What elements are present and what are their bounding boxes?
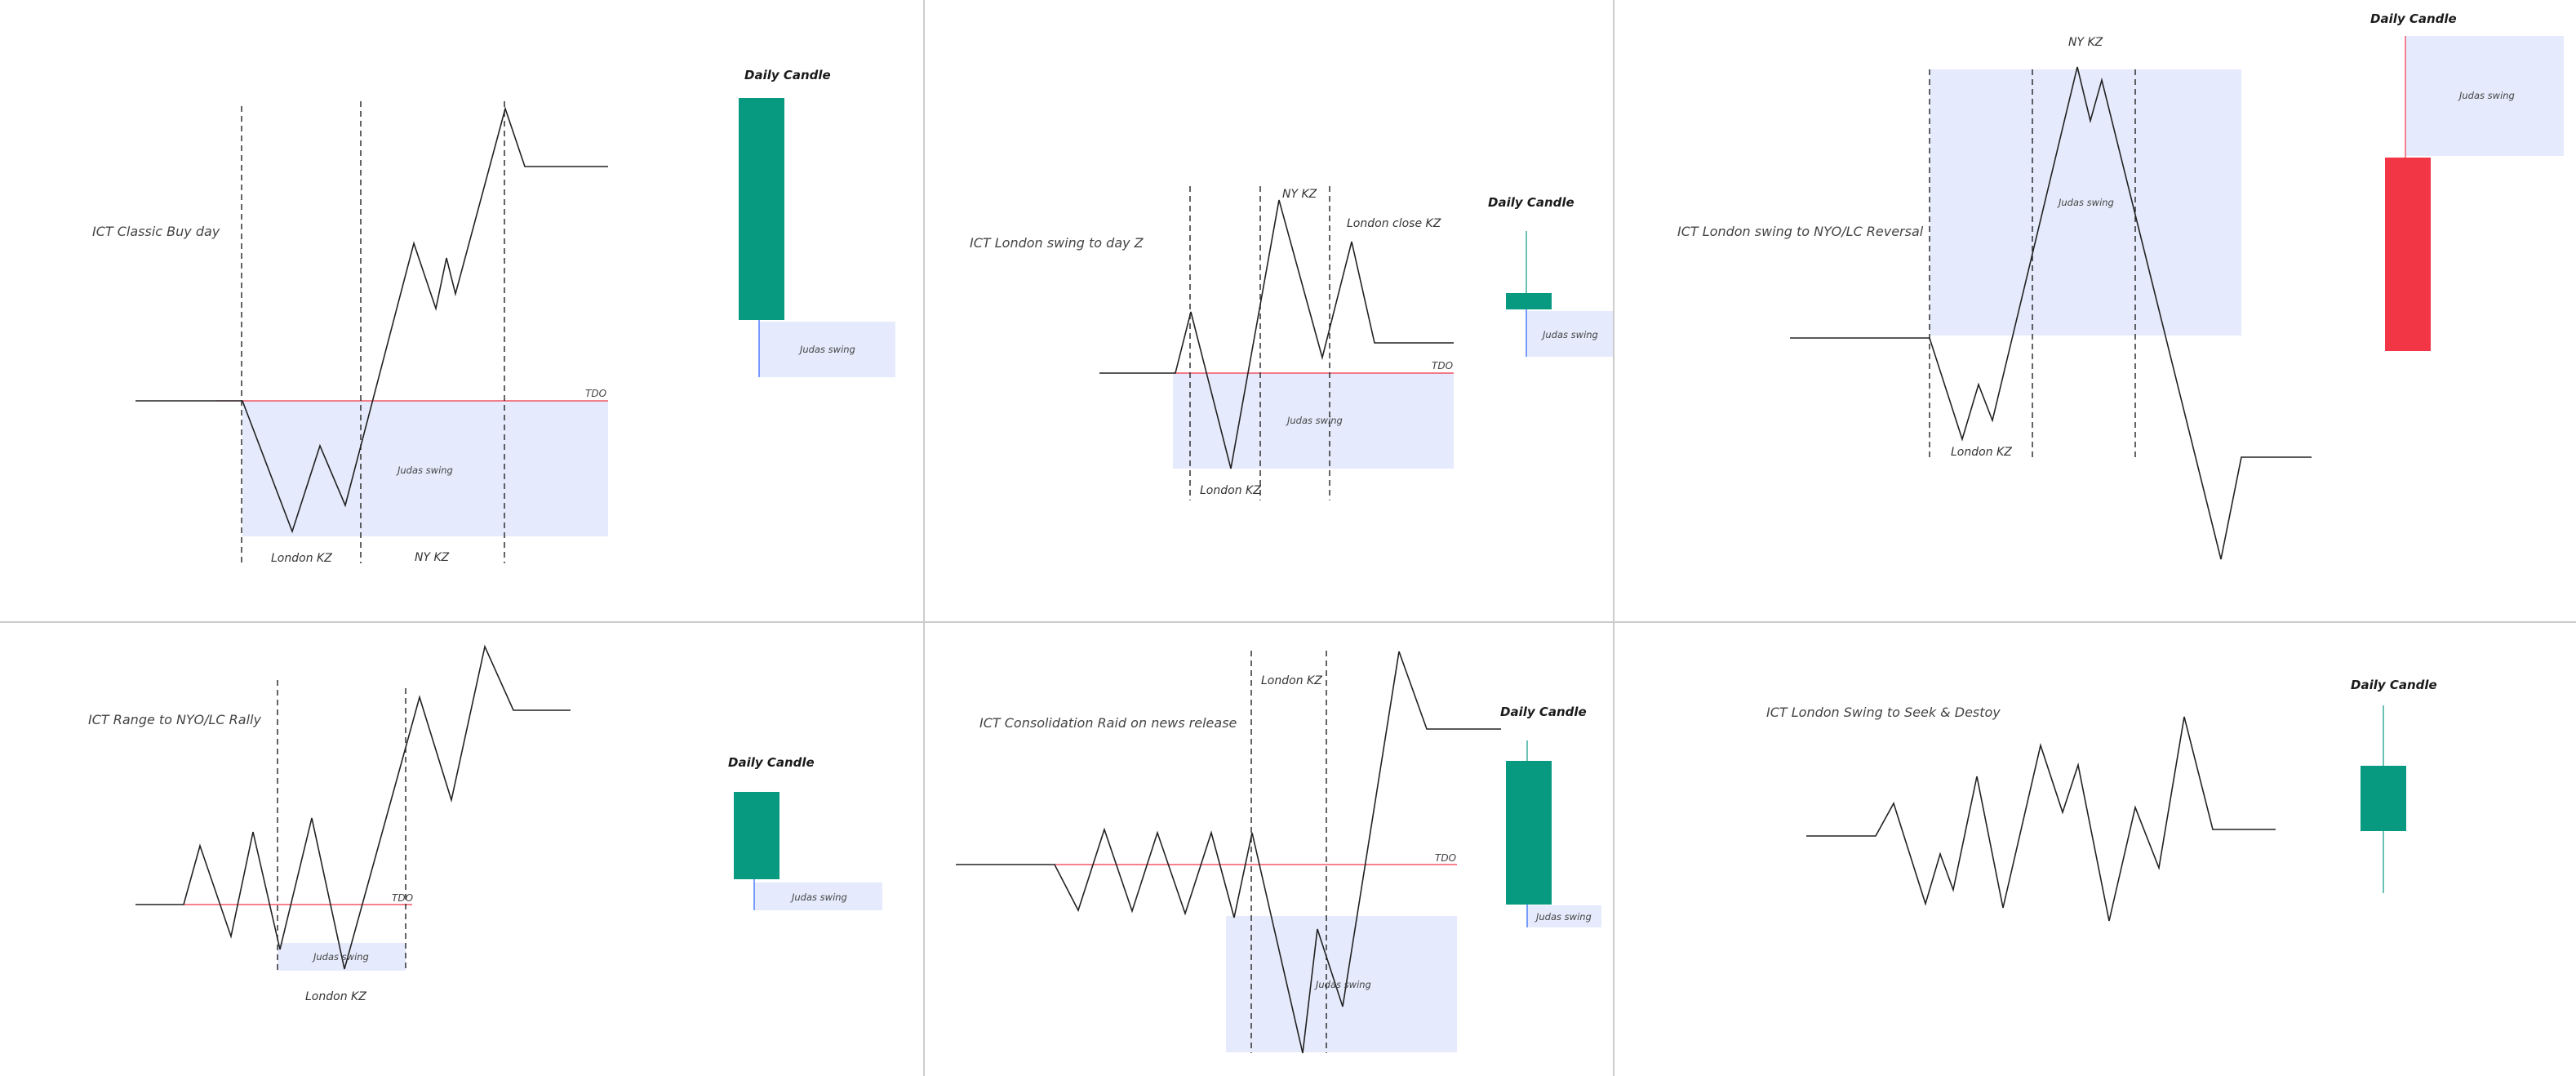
tdo-label: TDO [1435,852,1456,864]
candle-judas-label: Judas swing [790,891,847,903]
bull-candle-body [1506,293,1552,309]
panel-london-swing-day-z: ICT London swing to day Z TDO Judas swin… [970,186,1613,500]
daily-candle: Daily Candle Judas swing [1500,705,1601,927]
killzone-label-london: London KZ [305,990,366,1003]
judas-swing-label: Judas swing [312,951,369,963]
killzone-label-ny: NY KZ [415,551,450,564]
panel-london-swing-seek-destroy: ICT London Swing to Seek & Destoy Daily … [1766,678,2437,921]
candle-judas-label: Judas swing [798,344,855,355]
judas-swing-label: Judas swing [396,465,453,476]
judas-swing-label: Judas swing [2057,197,2114,208]
bull-candle-body [734,792,779,879]
daily-candle: Daily Candle Judas swing [2370,11,2564,351]
daily-candle-label: Daily Candle [744,68,831,82]
panel-title: ICT Range to NYO/LC Rally [88,712,261,727]
bull-candle-body [2361,766,2406,831]
killzone-label-london-close: London close KZ [1347,217,1441,230]
daily-candle: Daily Candle Judas swing [739,68,895,377]
daily-candle-label: Daily Candle [1500,705,1587,719]
killzone-label-london: London KZ [1951,446,2012,459]
panel-title: ICT London Swing to Seek & Destoy [1766,705,2001,720]
candle-judas-label: Judas swing [2458,90,2515,101]
price-path [1806,717,2276,921]
bull-candle-body [739,98,784,320]
panel-title: ICT London swing to NYO/LC Reversal [1677,224,1924,239]
daily-candle: Daily Candle Judas swing [728,755,882,910]
panel-range-nyo-rally: ICT Range to NYO/LC Rally TDO Judas swin… [88,647,882,1003]
judas-swing-label: Judas swing [1286,415,1343,426]
killzone-label-ny: NY KZ [2068,36,2103,49]
killzone-label-london: London KZ [1200,484,1261,497]
panel-classic-buy-day: ICT Classic Buy day TDO Judas swing Lond… [92,68,895,565]
daily-candle-label: Daily Candle [2351,678,2437,692]
daily-candle: Daily Candle Judas swing [1488,195,1613,357]
panel-title: ICT Classic Buy day [92,224,220,239]
panel-consolidation-raid-news: ICT Consolidation Raid on news release T… [956,651,1601,1053]
killzone-label-london: London KZ [271,552,332,565]
tdo-label: TDO [585,388,606,399]
daily-candle: Daily Candle [2351,678,2437,893]
panel-title: ICT Consolidation Raid on news release [979,715,1237,731]
candle-judas-label: Judas swing [1541,329,1598,340]
daily-candle-label: Daily Candle [2370,11,2457,26]
killzone-label-london: London KZ [1261,674,1322,687]
tdo-label: TDO [392,892,413,904]
judas-swing-label: Judas swing [1314,979,1371,990]
killzone-label-ny: NY KZ [1282,188,1317,201]
bear-candle-body [2385,158,2431,351]
price-path [135,647,571,969]
daily-candle-label: Daily Candle [1488,195,1574,210]
bull-candle-body [1506,761,1552,905]
panel-london-swing-nyo-reversal: ICT London swing to NYO/LC Reversal Juda… [1677,11,2564,559]
daily-candle-label: Daily Candle [728,755,815,770]
panel-title: ICT London swing to day Z [970,235,1144,251]
candle-judas-label: Judas swing [1534,911,1592,923]
tdo-label: TDO [1432,360,1453,371]
